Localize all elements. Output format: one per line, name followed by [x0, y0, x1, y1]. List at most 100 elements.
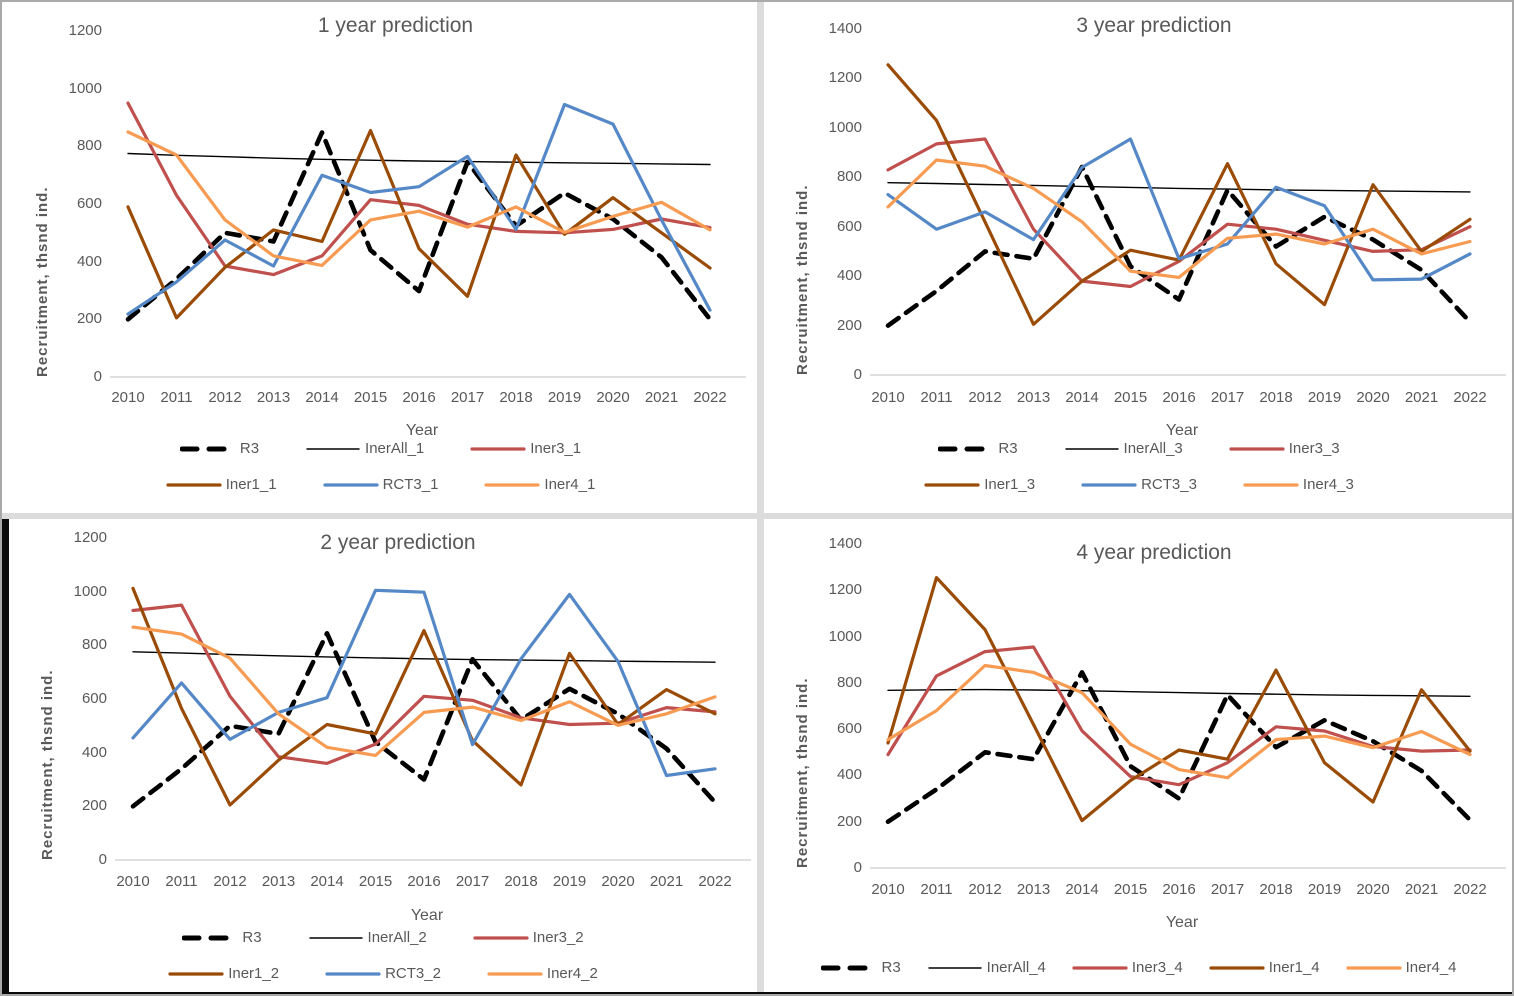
y-tick-label: 600: [76, 195, 102, 212]
legend-swatch: [924, 482, 980, 487]
x-tick-label: 2018: [1259, 881, 1293, 898]
x-tick-label: 2021: [644, 389, 679, 406]
legend-item-Iner1_4: Iner1_4: [1209, 959, 1320, 976]
y-tick-label: 1000: [73, 582, 107, 600]
y-tick-label: 400: [76, 252, 102, 270]
plot-area: [870, 63, 1506, 376]
legend-swatch: [1072, 965, 1128, 970]
x-tick-label: 2013: [1016, 881, 1051, 898]
series-line-R3: [885, 670, 1473, 825]
legend-item-RCT3_1: RCT3_1: [322, 476, 439, 493]
x-tick-label: 2022: [698, 873, 732, 890]
legend-label: Iner4_2: [546, 965, 598, 982]
legend-swatch: [821, 965, 878, 970]
legend-swatch: [306, 447, 360, 450]
legend-item-Iner4_4: Iner4_4: [1346, 959, 1457, 976]
series-line-Iner4_1: [126, 130, 712, 267]
x-tick-label: 2019: [552, 873, 587, 890]
y-tick-label: 600: [836, 217, 862, 235]
chart-title: 1 year prediction: [317, 14, 474, 37]
chart-panel-1-year: 1 year prediction Recruitment, thsnd ind…: [4, 4, 757, 513]
legend-swatch: [179, 446, 236, 451]
x-tick-label: 2022: [693, 389, 727, 406]
y-tick-label: 1400: [828, 535, 862, 552]
legend-label: Iner3_2: [532, 929, 584, 946]
y-tick-label: 800: [836, 168, 862, 186]
legend-label: Iner1_3: [984, 476, 1036, 493]
legend-item-InerAll_1: InerAll_1: [305, 440, 424, 457]
x-tick-label: 2017: [450, 389, 485, 406]
legend-swatch: [1229, 446, 1285, 451]
y-tick-label: 0: [853, 366, 862, 383]
x-tick-label: 2010: [111, 389, 145, 406]
x-tick-label: 2012: [968, 389, 1002, 406]
x-tick-label: 2012: [208, 389, 242, 406]
x-tick-label: 2010: [871, 881, 905, 898]
series-line-Iner1_3: [886, 63, 1472, 326]
x-tick-label: 2017: [1210, 881, 1245, 898]
chart-title: 3 year prediction: [1076, 14, 1232, 37]
x-tick-label: 2016: [407, 873, 441, 890]
legend-swatch: [938, 446, 995, 451]
chart-title: 4 year prediction: [1076, 541, 1232, 564]
x-tick-label: 2018: [504, 873, 538, 890]
series-line-RCT3_2: [131, 588, 717, 778]
legend-swatch: [168, 971, 224, 976]
legend-swatch: [1243, 482, 1299, 487]
x-axis-title: Year: [405, 422, 439, 439]
legend-item-Iner1_1: Iner1_1: [166, 476, 277, 493]
y-tick-label: 800: [76, 137, 102, 155]
x-tick-label: 2016: [1162, 881, 1196, 898]
legend-item-Iner1_3: Iner1_3: [924, 476, 1035, 493]
legend-label: InerAll_2: [367, 929, 427, 946]
legend-item-R3: R3: [179, 440, 259, 457]
y-tick-label: 600: [81, 690, 107, 707]
series-line-R3: [125, 130, 713, 322]
y-tick-label: 1200: [68, 22, 102, 39]
x-tick-label: 2021: [1404, 389, 1439, 406]
x-tick-label: 2020: [1356, 389, 1390, 406]
legend-row: Iner1_2 RCT3_2 Iner4_2: [9, 965, 757, 982]
legend-label: Iner3_4: [1131, 959, 1183, 976]
series-line-Iner4_4: [886, 663, 1472, 780]
legend-label: R3: [881, 959, 901, 976]
series-line-Iner4_3: [886, 158, 1472, 279]
legend-swatch: [1064, 447, 1119, 450]
legend-label: Iner1_1: [225, 476, 277, 493]
bottom-black-border: [2, 992, 1512, 994]
y-tick-label: 1200: [828, 69, 862, 87]
x-tick-label: 2018: [1259, 389, 1293, 406]
legend-label: R3: [998, 440, 1018, 457]
x-tick-label: 2020: [1356, 881, 1390, 898]
y-tick-label: 1200: [73, 529, 107, 546]
legend-item-Iner4_2: Iner4_2: [487, 965, 598, 982]
legend-label: Iner4_4: [1405, 959, 1457, 976]
legend-item-Iner3_2: Iner3_2: [473, 929, 584, 946]
legend-swatch: [1346, 965, 1402, 970]
legend-item-R3: R3: [821, 959, 901, 976]
plot-area: [115, 586, 751, 861]
legend-swatch: [325, 971, 381, 976]
legend-row: Iner1_3 RCT3_3 Iner4_3: [764, 476, 1512, 493]
legend-swatch: [470, 446, 526, 451]
x-tick-label: 2011: [920, 881, 953, 898]
x-tick-label: 2014: [305, 389, 339, 406]
x-tick-label: 2012: [213, 873, 247, 890]
plot-area: [110, 101, 746, 378]
x-tick-label: 2016: [402, 389, 436, 406]
y-tick-label: 200: [836, 316, 862, 334]
legend-item-Iner3_4: Iner3_4: [1072, 959, 1183, 976]
x-tick-label: 2010: [871, 389, 905, 406]
series-line-RCT3_3: [886, 137, 1472, 282]
legend-label: R3: [242, 929, 262, 946]
column-divider: [757, 2, 764, 994]
y-tick-label: 200: [836, 812, 862, 830]
legend-label: RCT3_1: [382, 476, 439, 493]
legend-swatch: [182, 935, 239, 940]
x-axis-title: Year: [1165, 422, 1199, 439]
series-line-R3: [885, 164, 1473, 328]
y-tick-label: 400: [836, 766, 862, 784]
chart-panel-3-year: 3 year prediction Recruitment, thsnd ind…: [764, 4, 1512, 513]
series-line-Iner1_4: [886, 575, 1472, 823]
x-axis-title: Year: [1165, 914, 1199, 931]
